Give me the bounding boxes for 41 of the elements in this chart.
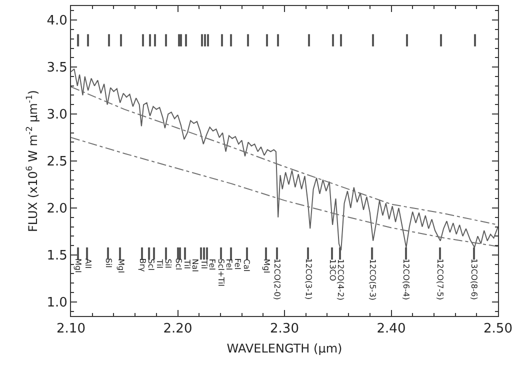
line-series (71, 137, 498, 247)
annotation: MgI (116, 258, 126, 274)
annotation: TiI (154, 258, 164, 268)
x-tick-label: 2.40 (376, 322, 406, 337)
annotation: NaI (190, 258, 200, 272)
annotation: 12CO(7-5) (435, 258, 444, 300)
x-tick-label: 2.50 (484, 322, 512, 337)
annotation: Brγ (138, 258, 147, 272)
annotation: 12CO(5-3) (368, 259, 378, 300)
x-tick-label: 2.10 (56, 322, 86, 337)
annotation: 12CO(6-4) (401, 258, 410, 300)
annotation: AlI (84, 258, 92, 269)
annotation: FeI (207, 258, 216, 270)
annotation: FeI (232, 258, 242, 270)
annotation: 12CO(4-2) (336, 258, 346, 300)
annotation: ScI (174, 258, 183, 270)
line-series (71, 86, 498, 226)
y-tick-label: 1.0 (46, 295, 68, 310)
y-tick-label: 3.5 (46, 60, 68, 76)
annotation: 13CO(8-6) (470, 258, 479, 300)
annotation: CaI (242, 258, 252, 272)
annotation: TiI (199, 258, 208, 269)
y-tick-label: 2.5 (46, 154, 68, 170)
x-tick-label: 2.20 (163, 322, 192, 337)
y-tick-label: 4.0 (46, 14, 68, 29)
x-tick-label: 2.30 (270, 322, 299, 337)
y-tick-label: 3.0 (46, 108, 68, 123)
annotation: TiI (182, 258, 192, 269)
y-tick-label: 1.5 (46, 248, 68, 264)
annotation: 13CO (328, 258, 338, 282)
annotation: FeI (224, 258, 234, 270)
annotation: SiI (104, 258, 113, 268)
annotation: 12CO(3-1) (304, 258, 313, 300)
annotation: 12CO(2-0) (272, 258, 282, 300)
annotation: ScI+TiI (216, 258, 226, 287)
annotation: SiI (163, 258, 172, 268)
annotation: ScI (146, 258, 156, 271)
annotation: MgI (74, 258, 83, 273)
y-tick-label: 2.0 (46, 202, 68, 217)
annotation: MgI (262, 258, 272, 274)
x-axis-title: WAVELENGTH (µm) (226, 342, 342, 356)
